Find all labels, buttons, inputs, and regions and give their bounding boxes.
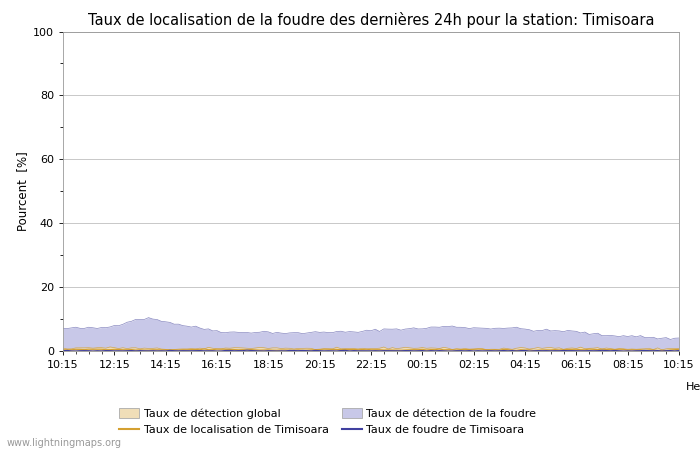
Legend: Taux de détection global, Taux de localisation de Timisoara, Taux de détection d: Taux de détection global, Taux de locali… (119, 409, 536, 435)
Title: Taux de localisation de la foudre des dernières 24h pour la station: Timisoara: Taux de localisation de la foudre des de… (88, 12, 654, 27)
Y-axis label: Pourcent  [%]: Pourcent [%] (16, 151, 29, 231)
Text: Heure: Heure (686, 382, 700, 392)
Text: www.lightningmaps.org: www.lightningmaps.org (7, 438, 122, 448)
